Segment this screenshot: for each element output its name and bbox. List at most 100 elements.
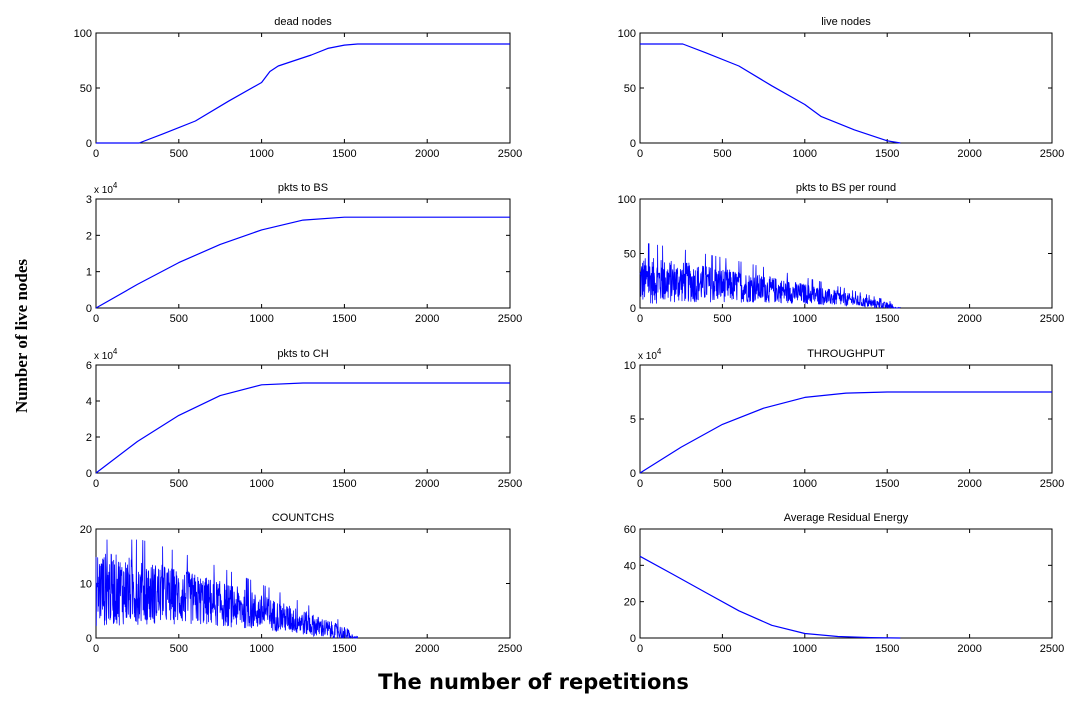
y-exponent-label: x 104 — [94, 181, 118, 196]
series-line-1 — [95, 539, 358, 639]
y-tick-label: 6 — [86, 360, 92, 372]
y-tick-label: 3 — [86, 194, 92, 206]
x-tick-label: 0 — [93, 643, 99, 655]
y-tick-label: 0 — [86, 468, 92, 480]
chart-title: dead nodes — [274, 16, 332, 28]
x-tick-label: 0 — [93, 313, 99, 325]
chart-title: COUNTCHS — [272, 512, 334, 524]
x-tick-label: 2000 — [415, 478, 439, 490]
y-tick-label: 50 — [624, 83, 636, 95]
y-tick-label: 100 — [618, 28, 636, 40]
y-tick-label: 10 — [624, 360, 636, 372]
plot-area — [639, 364, 1053, 474]
y-tick-label: 0 — [630, 138, 636, 150]
x-tick-label: 1000 — [793, 643, 817, 655]
x-tick-label: 2000 — [957, 478, 981, 490]
x-tick-label: 1000 — [793, 313, 817, 325]
x-tick-label: 500 — [170, 313, 188, 325]
y-tick-label: 0 — [630, 468, 636, 480]
y-tick-label: 5 — [630, 414, 636, 426]
x-tick-label: 1500 — [875, 643, 899, 655]
x-tick-label: 0 — [93, 148, 99, 160]
plot-area — [639, 198, 1053, 309]
x-tick-label: 1500 — [875, 478, 899, 490]
y-tick-label: 2 — [86, 230, 92, 242]
x-tick-label: 2500 — [498, 313, 522, 325]
x-tick-label: 500 — [713, 643, 731, 655]
y-tick-label: 50 — [624, 249, 636, 261]
chart-panel-2: live nodes 0 500 1000 1500 2000 2500 0 50 100 — [618, 16, 1065, 160]
series-line-1 — [639, 391, 1052, 474]
x-tick-label: 0 — [93, 478, 99, 490]
x-tick-label: 1000 — [793, 478, 817, 490]
plot-area — [639, 32, 1053, 144]
x-tick-label: 500 — [170, 148, 188, 160]
figure-x-label: The number of repetitions — [378, 670, 689, 694]
plot-area — [639, 528, 1053, 639]
x-tick-label: 500 — [713, 313, 731, 325]
y-tick-label: 60 — [624, 524, 636, 536]
chart-panel-6: THROUGHPUT 0 500 1000 1500 2000 2500 0 5 10x 104 — [624, 347, 1064, 490]
x-tick-label: 2500 — [498, 148, 522, 160]
y-exponent-power: 4 — [113, 181, 118, 190]
series-line-1 — [95, 216, 510, 309]
series-line-1 — [640, 43, 901, 144]
x-tick-label: 2000 — [957, 643, 981, 655]
x-tick-label: 1000 — [249, 148, 273, 160]
x-tick-label: 2500 — [498, 643, 522, 655]
chart-panel-7: COUNTCHS 0 500 1000 1500 2000 2500 0 10 20 — [80, 512, 522, 655]
x-tick-label: 1000 — [249, 313, 273, 325]
x-tick-label: 1500 — [332, 478, 356, 490]
y-tick-label: 50 — [80, 83, 92, 95]
y-tick-label: 20 — [80, 524, 92, 536]
x-tick-label: 0 — [637, 148, 643, 160]
x-tick-label: 1000 — [249, 643, 273, 655]
y-tick-label: 10 — [80, 579, 92, 591]
series-line-1 — [639, 243, 901, 309]
x-tick-label: 2500 — [1040, 478, 1064, 490]
x-tick-label: 500 — [713, 148, 731, 160]
x-tick-label: 500 — [713, 478, 731, 490]
x-tick-label: 0 — [637, 643, 643, 655]
x-tick-label: 500 — [170, 643, 188, 655]
y-tick-label: 0 — [86, 138, 92, 150]
chart-title: pkts to BS per round — [796, 182, 896, 194]
plot-area — [95, 364, 511, 474]
y-exponent-label: x 104 — [638, 347, 662, 362]
chart-title: pkts to BS — [278, 182, 328, 194]
x-tick-label: 2500 — [1040, 643, 1064, 655]
y-exponent-power: 4 — [657, 347, 662, 356]
chart-title: live nodes — [821, 16, 871, 28]
y-tick-label: 1 — [86, 267, 92, 279]
y-tick-label: 40 — [624, 560, 636, 572]
y-tick-label: 20 — [624, 597, 636, 609]
series-line-1 — [639, 555, 901, 639]
figure-y-label-text: Number of live nodes — [12, 258, 31, 414]
x-tick-label: 2000 — [957, 148, 981, 160]
y-tick-label: 0 — [86, 633, 92, 645]
plot-area — [95, 32, 511, 144]
x-tick-label: 1500 — [875, 148, 899, 160]
y-tick-label: 2 — [86, 432, 92, 444]
x-tick-label: 1000 — [249, 478, 273, 490]
y-exponent-label: x 104 — [94, 347, 118, 362]
plot-area — [95, 198, 511, 309]
x-tick-label: 0 — [637, 478, 643, 490]
x-tick-label: 2000 — [957, 313, 981, 325]
series-line-1 — [95, 382, 510, 474]
x-tick-label: 2500 — [498, 478, 522, 490]
y-tick-label: 100 — [618, 194, 636, 206]
chart-panel-3: pkts to BS 0 500 1000 1500 2000 2500 0 1 2 3x 104 — [86, 181, 522, 325]
x-tick-label: 2000 — [415, 148, 439, 160]
chart-panel-1: dead nodes 0 500 1000 1500 2000 2500 0 50 100 — [74, 16, 523, 160]
chart-title: pkts to CH — [277, 348, 328, 360]
x-tick-label: 2500 — [1040, 148, 1064, 160]
x-tick-label: 1000 — [793, 148, 817, 160]
y-tick-label: 0 — [630, 633, 636, 645]
x-tick-label: 1500 — [332, 148, 356, 160]
x-tick-label: 0 — [637, 313, 643, 325]
x-tick-label: 2000 — [415, 313, 439, 325]
x-tick-label: 2500 — [1040, 313, 1064, 325]
